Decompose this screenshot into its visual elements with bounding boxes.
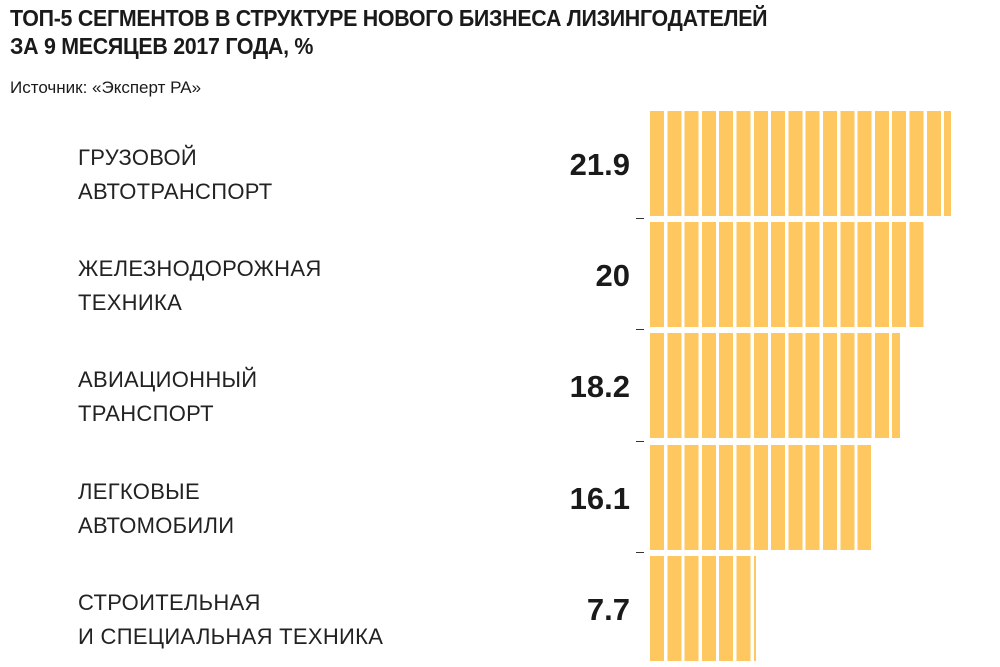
category-label: АВИАЦИОННЫЙ ТРАНСПОРТ xyxy=(78,363,257,431)
value-label: 18.2 xyxy=(569,369,630,404)
bar-row: ГРУЗОВОЙ АВТОТРАНСПОРТ 21.9 xyxy=(0,111,1000,216)
category-label: ЛЕГКОВЫЕ АВТОМОБИЛИ xyxy=(78,475,234,543)
category-label-line: АВИАЦИОННЫЙ xyxy=(78,367,258,392)
category-label-line: АВТОТРАНСПОРТ xyxy=(78,179,273,204)
category-label: ГРУЗОВОЙ АВТОТРАНСПОРТ xyxy=(78,141,272,209)
category-label: ЖЕЛЕЗНОДОРОЖНАЯ ТЕХНИКА xyxy=(78,252,322,320)
title-line-2: ЗА 9 МЕСЯЦЕВ 2017 ГОДА, % xyxy=(10,33,314,59)
chart-title: ТОП-5 СЕГМЕНТОВ В СТРУКТУРЕ НОВОГО БИЗНЕ… xyxy=(10,4,768,60)
row-separator-tick xyxy=(636,441,644,442)
row-separator-tick xyxy=(636,329,644,330)
bar-row: АВИАЦИОННЫЙ ТРАНСПОРТ 18.2 xyxy=(0,329,1000,438)
bar xyxy=(650,111,952,216)
value-label: 7.7 xyxy=(586,592,630,627)
value-label: 20 xyxy=(595,258,630,293)
bar xyxy=(650,333,901,438)
category-label-line: АВТОМОБИЛИ xyxy=(78,513,235,538)
value-label: 21.9 xyxy=(569,147,630,182)
category-label-line: И СПЕЦИАЛЬНАЯ ТЕХНИКА xyxy=(78,624,384,649)
category-label-line: ЛЕГКОВЫЕ xyxy=(78,479,200,504)
bar xyxy=(650,222,925,327)
value-label: 16.1 xyxy=(569,481,630,516)
source-note: Источник: «Эксперт РА» xyxy=(10,78,202,97)
title-line-1: ТОП-5 СЕГМЕНТОВ В СТРУКТУРЕ НОВОГО БИЗНЕ… xyxy=(10,5,768,31)
row-separator-tick xyxy=(636,552,644,553)
bar-row: ЖЕЛЕЗНОДОРОЖНАЯ ТЕХНИКА 20 xyxy=(0,218,1000,327)
category-label-line: ТРАНСПОРТ xyxy=(78,401,214,426)
category-label-line: ГРУЗОВОЙ xyxy=(78,145,198,170)
bar xyxy=(650,445,872,550)
bar xyxy=(650,556,756,661)
category-label-line: ЖЕЛЕЗНОДОРОЖНАЯ xyxy=(78,256,322,281)
category-label: СТРОИТЕЛЬНАЯ И СПЕЦИАЛЬНАЯ ТЕХНИКА xyxy=(78,586,383,654)
bar-row: СТРОИТЕЛЬНАЯ И СПЕЦИАЛЬНАЯ ТЕХНИКА 7.7 xyxy=(0,552,1000,661)
row-separator-tick xyxy=(636,218,644,219)
category-label-line: СТРОИТЕЛЬНАЯ xyxy=(78,590,261,615)
category-label-line: ТЕХНИКА xyxy=(78,290,183,315)
bar-row: ЛЕГКОВЫЕ АВТОМОБИЛИ 16.1 xyxy=(0,441,1000,550)
